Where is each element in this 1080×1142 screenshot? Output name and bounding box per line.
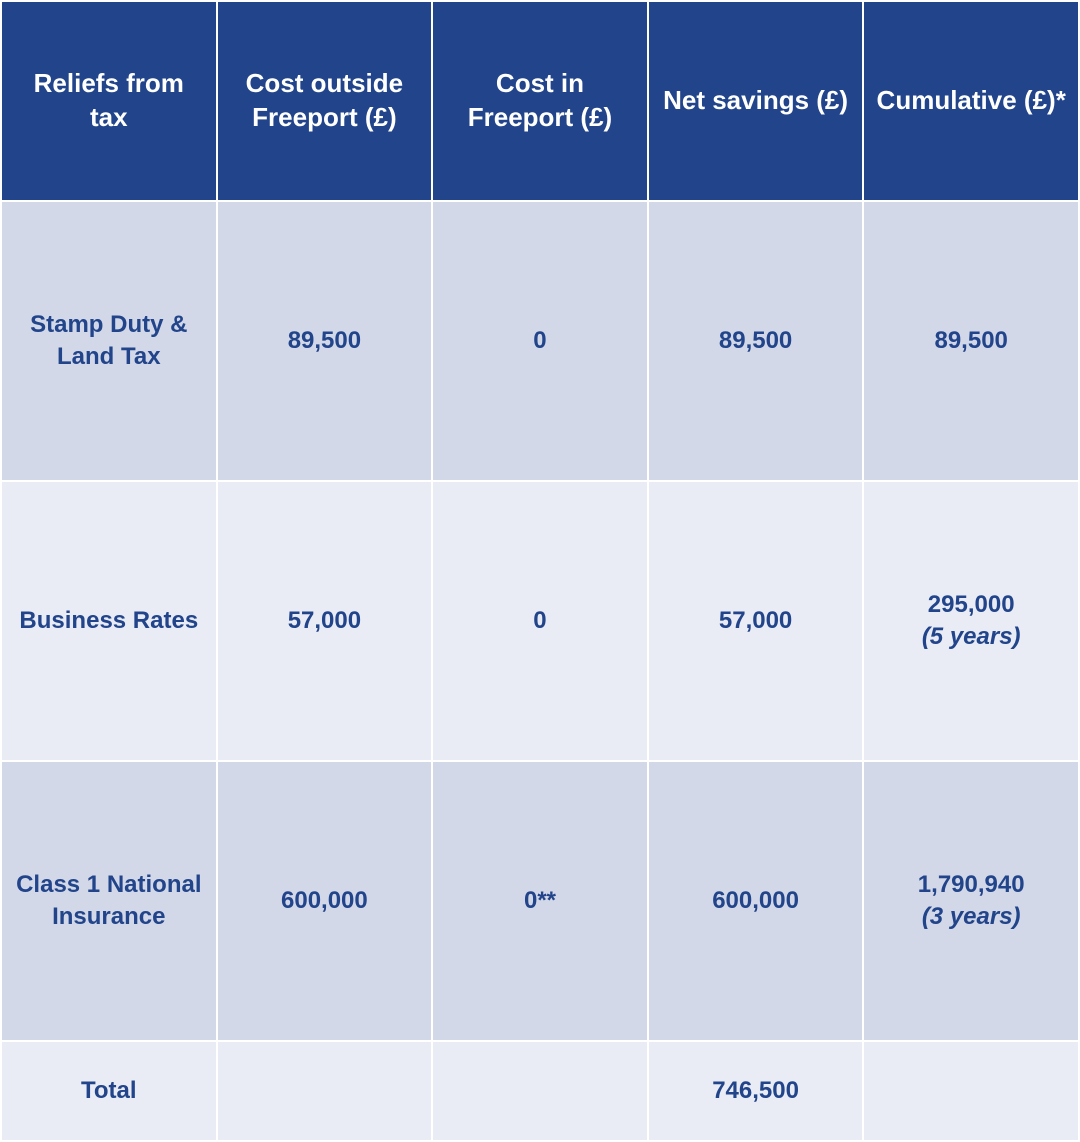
cell-cumulative: 295,000 (5 years): [863, 481, 1079, 761]
cell-inside: 0: [432, 481, 648, 761]
table-row: Class 1 National Insurance 600,000 0** 6…: [1, 761, 1079, 1041]
col-header-relief: Reliefs from tax: [1, 1, 217, 201]
table-row: Business Rates 57,000 0 57,000 295,000 (…: [1, 481, 1079, 761]
cell-inside: 0: [432, 201, 648, 481]
cumulative-note: (5 years): [874, 621, 1068, 653]
cumulative-value: 1,790,940: [918, 871, 1025, 898]
cell-net: 57,000: [648, 481, 864, 761]
total-net: 746,500: [648, 1041, 864, 1141]
total-outside: [217, 1041, 433, 1141]
cell-cumulative: 89,500: [863, 201, 1079, 481]
cell-net: 89,500: [648, 201, 864, 481]
cell-relief: Class 1 National Insurance: [1, 761, 217, 1041]
cumulative-note: (3 years): [874, 901, 1068, 933]
col-header-cumulative: Cumulative (£)*: [863, 1, 1079, 201]
cell-net: 600,000: [648, 761, 864, 1041]
cumulative-value: 89,500: [934, 327, 1007, 354]
cell-outside: 600,000: [217, 761, 433, 1041]
col-header-net: Net savings (£): [648, 1, 864, 201]
cell-relief: Stamp Duty & Land Tax: [1, 201, 217, 481]
cumulative-value: 295,000: [928, 591, 1015, 618]
cell-inside: 0**: [432, 761, 648, 1041]
col-header-inside: Cost in Freeport (£): [432, 1, 648, 201]
table-header-row: Reliefs from tax Cost outside Freeport (…: [1, 1, 1079, 201]
total-cumulative: [863, 1041, 1079, 1141]
cell-relief: Business Rates: [1, 481, 217, 761]
col-header-outside: Cost outside Freeport (£): [217, 1, 433, 201]
cell-cumulative: 1,790,940 (3 years): [863, 761, 1079, 1041]
cell-outside: 57,000: [217, 481, 433, 761]
tax-relief-table: Reliefs from tax Cost outside Freeport (…: [0, 0, 1080, 1142]
table-total-row: Total 746,500: [1, 1041, 1079, 1141]
total-inside: [432, 1041, 648, 1141]
total-label: Total: [1, 1041, 217, 1141]
cell-outside: 89,500: [217, 201, 433, 481]
table-row: Stamp Duty & Land Tax 89,500 0 89,500 89…: [1, 201, 1079, 481]
